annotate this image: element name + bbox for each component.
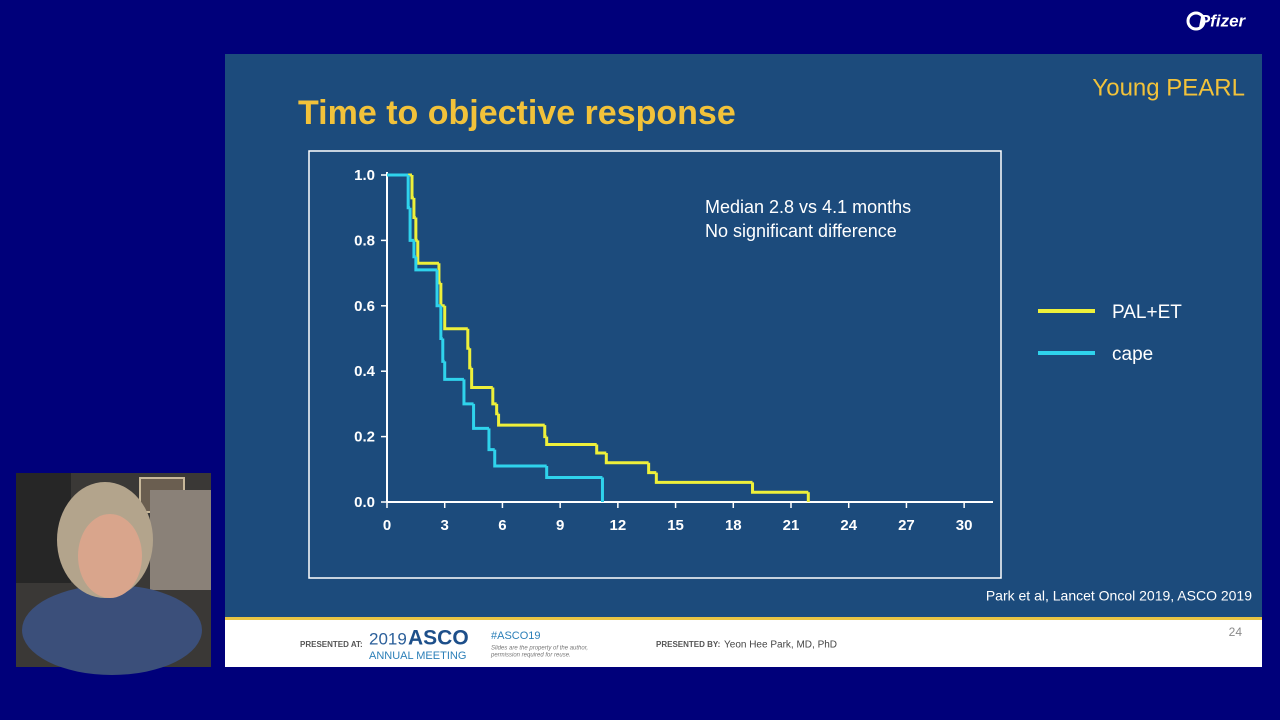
step-segment (654, 472, 753, 484)
x-tick-label: 12 (610, 517, 627, 534)
y-tick-label: 0.8 (354, 232, 375, 249)
x-tick-label: 9 (556, 517, 564, 534)
step-segment (443, 305, 468, 331)
slide-tag: Young PEARL (1092, 74, 1245, 101)
webcam-body (22, 585, 202, 675)
meeting-sub: ANNUAL MEETING (369, 650, 466, 662)
meeting-name: ASCO (408, 627, 469, 650)
x-tick-label: 30 (956, 517, 973, 534)
page-number: 24 (1229, 625, 1243, 639)
step-segment (604, 452, 649, 465)
x-tick-label: 0 (383, 517, 391, 534)
legend-label: PAL+ET (1112, 302, 1182, 323)
x-tick-label: 15 (667, 517, 684, 534)
slide (225, 54, 1262, 618)
legend-label: cape (1112, 344, 1153, 365)
slide-footer (225, 618, 1262, 667)
disclaimer: Slides are the property of the author, (491, 646, 588, 652)
hashtag: #ASCO19 (491, 630, 541, 642)
x-tick-label: 27 (898, 517, 915, 534)
step-segment (595, 444, 607, 455)
step-segment (497, 413, 545, 427)
slide-title: Time to objective response (298, 94, 736, 132)
meeting-year: 2019 (369, 629, 407, 648)
footer-label: PRESENTED BY: (656, 640, 720, 649)
plot: 0 3 6 9 12 15 18 21 24 27 30 0.0 0.2 0.4 0.6 0.8 1.0 PAL+… (354, 167, 1182, 534)
chart-frame (308, 150, 1002, 579)
webcam-face (78, 514, 142, 598)
y-tick-label: 1.0 (354, 167, 375, 184)
x-tick-label: 24 (840, 517, 857, 534)
step-segment (487, 428, 495, 452)
step-segment (462, 379, 474, 406)
step-segment (443, 361, 464, 381)
y-tick-label: 0.0 (354, 494, 375, 511)
webcam-wall (150, 490, 211, 590)
step-segment (472, 403, 489, 430)
step-segment (414, 256, 438, 272)
step-segment (545, 466, 603, 479)
footer-label: PRESENTED AT: (300, 640, 363, 649)
step-segment (751, 482, 809, 494)
step-segment (493, 449, 547, 468)
disclaimer: permission required for reuse. (490, 653, 571, 659)
y-tick-label: 0.4 (354, 363, 376, 380)
webcam (16, 473, 211, 675)
x-tick-label: 3 (441, 517, 449, 534)
annotation: No significant difference (705, 221, 897, 241)
source: Park et al, Lancet Oncol 2019, ASCO 2019 (986, 588, 1252, 604)
presenter: Yeon Hee Park, MD, PhD (724, 640, 837, 651)
brand-icon (1186, 11, 1206, 31)
step-segment (416, 240, 439, 265)
step-segment (647, 462, 657, 475)
y-tick-label: 0.6 (354, 298, 375, 315)
step-segment (470, 367, 493, 390)
x-tick-label: 18 (725, 517, 742, 534)
footer-rule (225, 617, 1262, 620)
annotation: Median 2.8 vs 4.1 months (705, 197, 911, 217)
x-tick-label: 21 (783, 517, 800, 534)
y-tick-label: 0.2 (354, 429, 375, 446)
x-tick-label: 6 (498, 517, 506, 534)
brand-logo: Pfizer (1199, 11, 1247, 30)
step-segment (545, 436, 597, 446)
